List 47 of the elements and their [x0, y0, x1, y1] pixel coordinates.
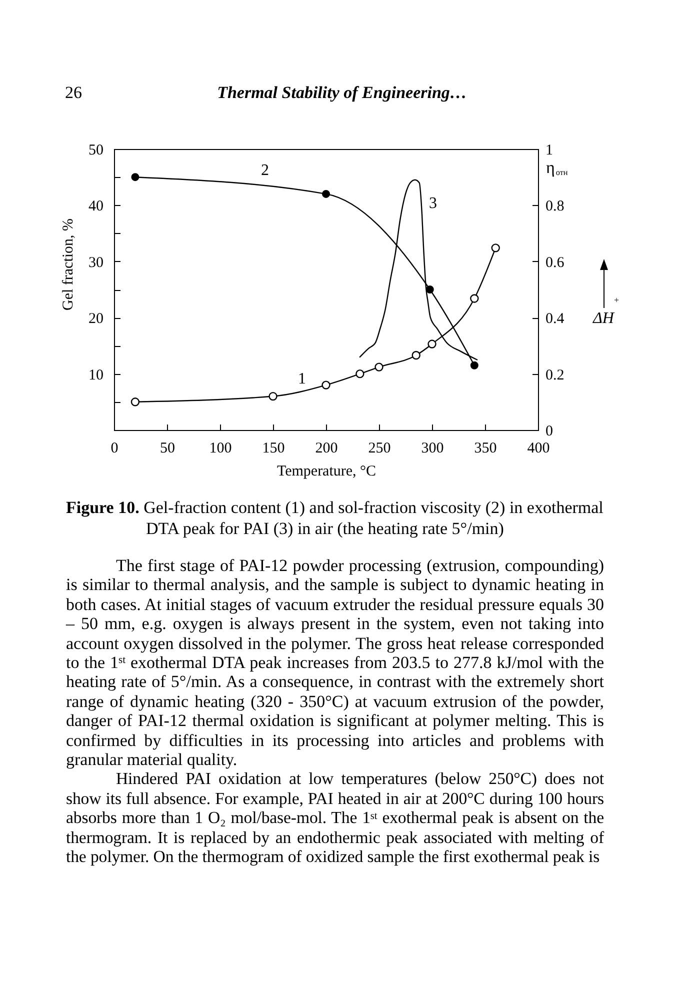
x-tick-label: 150 — [262, 440, 285, 456]
series-label: 2 — [261, 162, 269, 179]
text: The first stage of PAI-12 powder processing (extrusion, compounding) is similar to thermal analysis, and the sample is subject to dynamic heating in both cases. At initial stages of vacuum extruder the residual pressure equals 30 – 50 mm, e.g. oxygen is always present in the system, even not taking into account oxygen dissolved in the polymer. The gross heat release corresponded to the 1$^{st}$ exothermal DTA peak increases from 203.5 to 277.8 kJ/mol with the heating rate of 5°/min. As a consequence, in contrast with the extremely short range of dynamic heating (320 - 350°C) at vacuum extrusion of the powder, danger of PAI-12 thermal oxidation is significant at polymer melting. This is confirmed by difficulties in its processing into articles and problems with granular material quality. — [66, 556, 604, 770]
text: 26 — [65, 83, 82, 103]
point — [356, 369, 364, 378]
point — [374, 362, 384, 372]
text: + — [614, 295, 620, 305]
point — [491, 244, 500, 252]
y2-tick-label: 0 — [546, 424, 553, 440]
x-tick-label: 350 — [474, 440, 497, 456]
y-axis-title: Gel fraction, % — [60, 218, 76, 311]
point — [470, 361, 478, 370]
x-tick-label: 250 — [368, 440, 391, 456]
text: Hindered PAI oxidation at low temperatures (below 250°C) does not show its full absence. For example, PAI heated in air at 200°C during 100 hours absorbs more than 1 O₂ mol/base-mol. The 1$^{st}$ exothermal peak is absent on the thermogram. It is replaced by an endothermic peak associated with melting of the polymer. On the thermogram of oxidized sample the first exothermal peak is — [66, 769, 604, 866]
point — [470, 294, 479, 303]
y-tick-label: 30 — [88, 254, 104, 271]
point — [412, 350, 420, 360]
y2-tick-label: 1 — [546, 142, 553, 158]
x-tick-label: 200 — [315, 440, 338, 456]
y-tick-label: 50 — [88, 142, 104, 158]
point — [426, 286, 434, 294]
y2-tick-label: 0.6 — [546, 254, 565, 271]
y-tick-label: 10 — [88, 367, 104, 384]
series-label: 3 — [429, 194, 438, 212]
x-tick-label: 100 — [209, 440, 232, 456]
y-tick-label: 20 — [88, 311, 104, 328]
point — [131, 173, 140, 182]
y2-axis-title: η$_{отн}$ — [546, 158, 568, 178]
x-tick-label: 300 — [421, 440, 444, 456]
x-tick-label: 50 — [160, 440, 175, 456]
point — [130, 398, 140, 406]
chart-title: Thermal Stability of Engineering… — [216, 83, 468, 103]
point — [268, 392, 278, 401]
x-tick-label: 400 — [527, 440, 550, 456]
x-axis-title: Temperature, °C — [276, 464, 376, 480]
text: Gel-fraction content (1) and sol-fraction viscosity (2) in exothermal DTA peak for PAI (3) in air (the heating rate 5°/min) — [144, 498, 604, 538]
caption: Figure 10. — [66, 498, 140, 517]
point — [322, 190, 330, 198]
y2-tick-label: 0.4 — [546, 311, 565, 328]
point — [322, 380, 330, 390]
x-tick-label: 0 — [110, 440, 118, 456]
y2-tick-label: 0.2 — [546, 367, 564, 384]
series-label: 1 — [298, 370, 306, 388]
point — [428, 340, 436, 348]
text: ΔH — [593, 310, 614, 328]
y-tick-label: 40 — [88, 198, 104, 215]
y2-tick-label: 0.8 — [546, 198, 564, 215]
